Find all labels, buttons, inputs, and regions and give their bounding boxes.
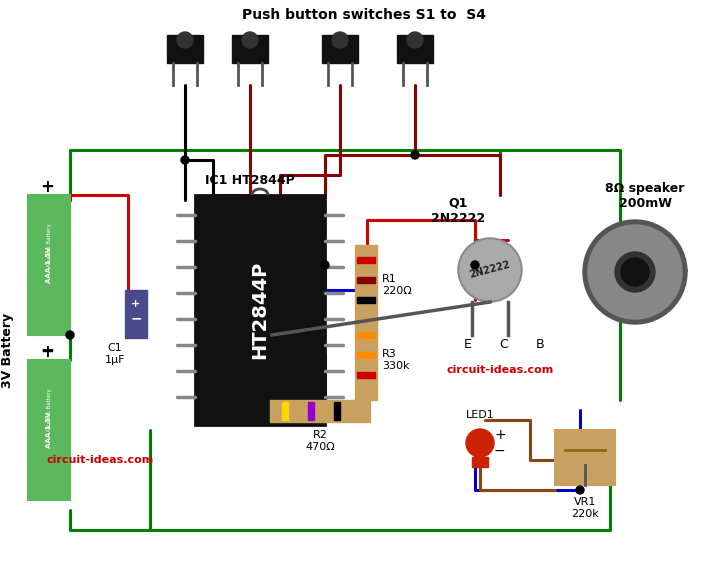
Circle shape [181, 156, 189, 164]
Text: VR1
220k: VR1 220k [571, 497, 599, 519]
Circle shape [621, 258, 649, 286]
Bar [232, 35, 268, 63]
Bar [167, 35, 203, 63]
Bar [357, 297, 375, 303]
Text: circuit-ideas.com: circuit-ideas.com [446, 365, 553, 375]
Text: circuit-ideas.com: circuit-ideas.com [47, 455, 154, 465]
Circle shape [66, 331, 74, 339]
Text: R3
330k: R3 330k [382, 349, 409, 371]
Bar [357, 332, 375, 338]
Circle shape [588, 225, 682, 319]
Bar [357, 372, 375, 378]
Text: IC1 HT2844P: IC1 HT2844P [205, 174, 295, 187]
Circle shape [615, 252, 655, 292]
Bar [355, 245, 377, 325]
Text: +: + [494, 428, 506, 442]
Circle shape [411, 151, 419, 159]
Text: C1
1μF: C1 1μF [105, 343, 125, 364]
Text: AAA 1.5V: AAA 1.5V [46, 247, 52, 283]
Text: AAA 1.5V: AAA 1.5V [46, 412, 52, 448]
Text: +: + [40, 178, 54, 196]
Text: Alkaline Battery: Alkaline Battery [47, 388, 52, 432]
Bar [308, 402, 314, 420]
Circle shape [466, 429, 494, 457]
Bar [355, 320, 377, 400]
Text: 2N2222: 2N2222 [469, 260, 512, 280]
Bar [125, 290, 147, 338]
Text: C: C [499, 338, 508, 351]
Bar [397, 35, 433, 63]
Text: 8Ω speaker
200mW: 8Ω speaker 200mW [605, 182, 685, 210]
Bar [28, 195, 70, 335]
Text: −: − [130, 312, 142, 326]
Bar [357, 352, 375, 358]
Text: 3V Battery: 3V Battery [1, 312, 15, 387]
Circle shape [583, 220, 687, 324]
Bar [357, 277, 375, 283]
Circle shape [177, 32, 193, 48]
Text: R1
220Ω: R1 220Ω [382, 274, 412, 296]
Bar [357, 257, 375, 263]
Circle shape [242, 32, 258, 48]
Text: −: − [40, 340, 54, 358]
Bar [555, 430, 615, 485]
Circle shape [471, 261, 479, 269]
Circle shape [407, 32, 423, 48]
Bar [472, 457, 488, 467]
Text: LED1: LED1 [466, 410, 494, 420]
Text: R2
470Ω: R2 470Ω [305, 430, 335, 452]
Text: −: − [494, 444, 506, 458]
Bar [195, 195, 325, 425]
Circle shape [321, 261, 329, 269]
Circle shape [458, 238, 522, 302]
Bar [28, 360, 70, 500]
Text: Push button switches S1 to  S4: Push button switches S1 to S4 [242, 8, 486, 22]
Text: E: E [464, 338, 472, 351]
Text: Alkaline Battery: Alkaline Battery [47, 223, 52, 267]
Text: +: + [40, 343, 54, 361]
Bar [334, 402, 340, 420]
Text: +: + [131, 299, 141, 310]
Circle shape [576, 486, 584, 494]
Circle shape [460, 240, 520, 300]
Bar [270, 400, 370, 422]
Text: Q1
2N2222: Q1 2N2222 [431, 197, 485, 225]
Text: HT2844P: HT2844P [250, 261, 269, 359]
Bar [282, 402, 288, 420]
Bar [322, 35, 358, 63]
Circle shape [332, 32, 348, 48]
Text: B: B [536, 338, 545, 351]
